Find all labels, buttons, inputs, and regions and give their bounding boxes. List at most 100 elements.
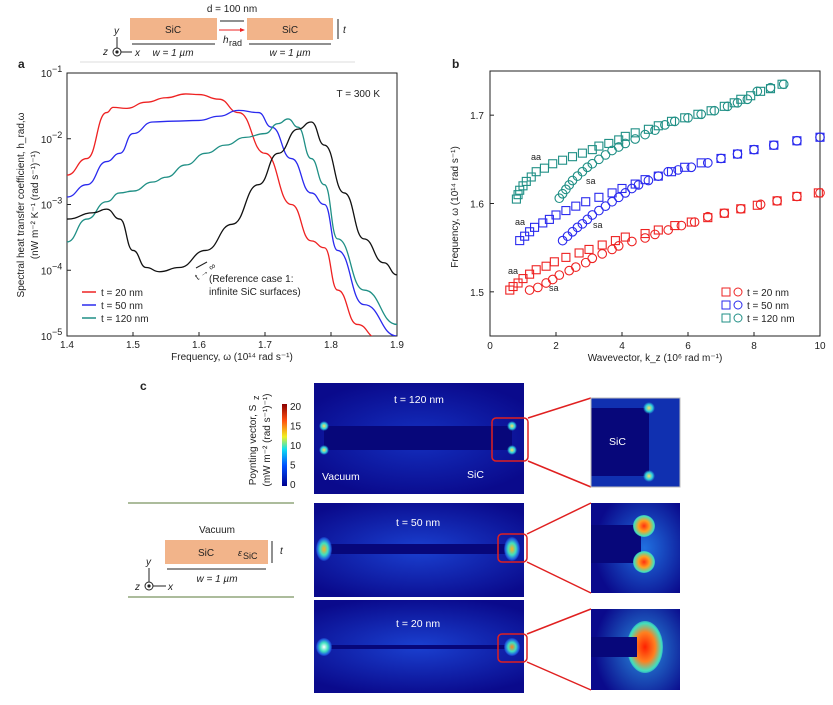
zoom-box	[497, 533, 528, 563]
colorbar-tick-label: 20	[290, 402, 302, 413]
data-point-circle	[702, 158, 713, 168]
data-point-square	[756, 86, 766, 96]
data-point-circle	[716, 153, 726, 164]
y-axis-units-a: (nW m⁻² K⁻¹ (rad s⁻¹)⁻¹)	[30, 151, 41, 259]
data-point-circle	[732, 97, 743, 108]
chart-b: 0 2 4 6 8 10 1.5 1.6 1.7 aa sa aa sa aa sa Wavev…	[450, 70, 826, 364]
thickness-label: t	[280, 546, 284, 557]
field-map-t20: t = 20 nm	[314, 600, 524, 693]
sic-slab	[165, 540, 268, 564]
data-point-square	[581, 197, 591, 207]
data-point-square	[594, 192, 604, 202]
ref-note: infinite SiC surfaces)	[209, 287, 301, 298]
data-point-circle	[660, 120, 670, 130]
data-point-circle	[815, 132, 825, 143]
data-point-square	[643, 124, 653, 134]
data-point-square	[666, 167, 677, 177]
top-schematic: SiC SiC d = 100 nm h rad w = 1 µm w = 1 …	[80, 4, 355, 63]
ref-note: (Reference case 1:	[209, 274, 294, 285]
data-point-circle	[607, 196, 617, 207]
y-tick-exponent: −2	[52, 130, 62, 140]
data-point-circle	[524, 285, 535, 295]
data-point-square	[574, 248, 584, 258]
colorbar-tick-label: 15	[290, 422, 302, 433]
data-point-circle	[620, 188, 631, 198]
data-point-square	[693, 109, 703, 119]
zoom-box	[491, 417, 529, 462]
series-line-2	[67, 118, 397, 326]
data-point-circle	[735, 203, 746, 214]
data-point-square	[719, 101, 729, 111]
zoom-box	[497, 633, 528, 663]
panel-c: 20 15 10 5 0 Poynting vector, S z (mW m⁻² (r…	[128, 393, 681, 691]
data-point-square	[561, 206, 571, 216]
data-point-square	[736, 94, 746, 104]
sic-slab-left	[130, 18, 217, 40]
data-point-circle	[587, 253, 598, 264]
data-point-circle	[600, 201, 611, 211]
data-point-circle	[755, 199, 766, 210]
y-tick-label: 10	[41, 332, 53, 343]
y-tick-label: 1.6	[470, 200, 484, 211]
data-point-circle	[532, 282, 543, 293]
data-point-square	[531, 167, 541, 177]
y-tick-label: 10	[41, 69, 53, 80]
data-point-circle	[722, 101, 733, 112]
data-point-square	[561, 252, 571, 262]
data-point-square	[706, 106, 716, 116]
data-point-circle	[594, 154, 604, 165]
data-point-circle	[683, 112, 693, 123]
data-point-circle	[630, 134, 641, 144]
data-point-circle	[627, 236, 637, 247]
data-point-square	[567, 152, 578, 162]
ref-arrow	[195, 261, 208, 269]
data-point-square	[549, 257, 559, 267]
data-point-square	[696, 158, 706, 168]
colorbar-title: Poynting vector, S	[248, 404, 259, 485]
scatter-series-1	[524, 188, 825, 295]
hrad-subscript: rad	[229, 38, 242, 48]
legend-square	[721, 287, 731, 297]
data-point-square	[577, 148, 587, 158]
data-point-circle	[587, 210, 598, 220]
data-point-circle	[613, 241, 624, 251]
y-axis-label-b: Frequency, ω (10¹⁴ rad s⁻¹)	[450, 146, 461, 268]
field-map-t50: t = 50 nm	[314, 503, 524, 597]
vacuum-label: Vacuum	[322, 471, 360, 483]
data-point-square	[584, 244, 594, 254]
gap-label: d = 100 nm	[207, 4, 257, 15]
axis-y-label: y	[145, 557, 152, 568]
legend-label: t = 120 nm	[747, 314, 795, 325]
data-point-circle	[696, 109, 707, 120]
data-point-circle	[607, 244, 617, 255]
data-point-square	[746, 91, 756, 101]
data-point-circle	[689, 217, 700, 227]
legend-label: t = 120 nm	[101, 314, 149, 325]
axis-x-label: x	[134, 48, 141, 59]
series-line-3	[67, 121, 397, 276]
axis-y-label: y	[113, 26, 120, 37]
data-point-circle	[772, 196, 782, 206]
data-point-circle	[749, 144, 759, 155]
scatter-series-5	[554, 79, 789, 204]
data-point-circle	[620, 138, 631, 149]
data-point-square	[610, 236, 620, 246]
zoom-inset-t20	[591, 609, 680, 690]
vacuum-label: Vacuum	[199, 525, 235, 536]
data-point-circle	[613, 192, 624, 203]
data-point-circle	[650, 229, 660, 240]
map-label: t = 50 nm	[396, 517, 441, 529]
data-point-circle	[594, 205, 604, 216]
x-tick-label: 1.5	[126, 340, 140, 351]
axis-z-label: z	[134, 582, 140, 593]
x-tick-label: 2	[553, 341, 559, 352]
y-tick-label: 10	[41, 201, 53, 212]
sic-label: SiC	[609, 436, 626, 448]
data-point-circle	[663, 166, 674, 177]
data-point-square	[597, 240, 607, 250]
data-point-square	[526, 172, 536, 182]
legend-square	[721, 300, 731, 310]
colorbar	[282, 404, 287, 486]
data-point-square	[558, 155, 568, 165]
